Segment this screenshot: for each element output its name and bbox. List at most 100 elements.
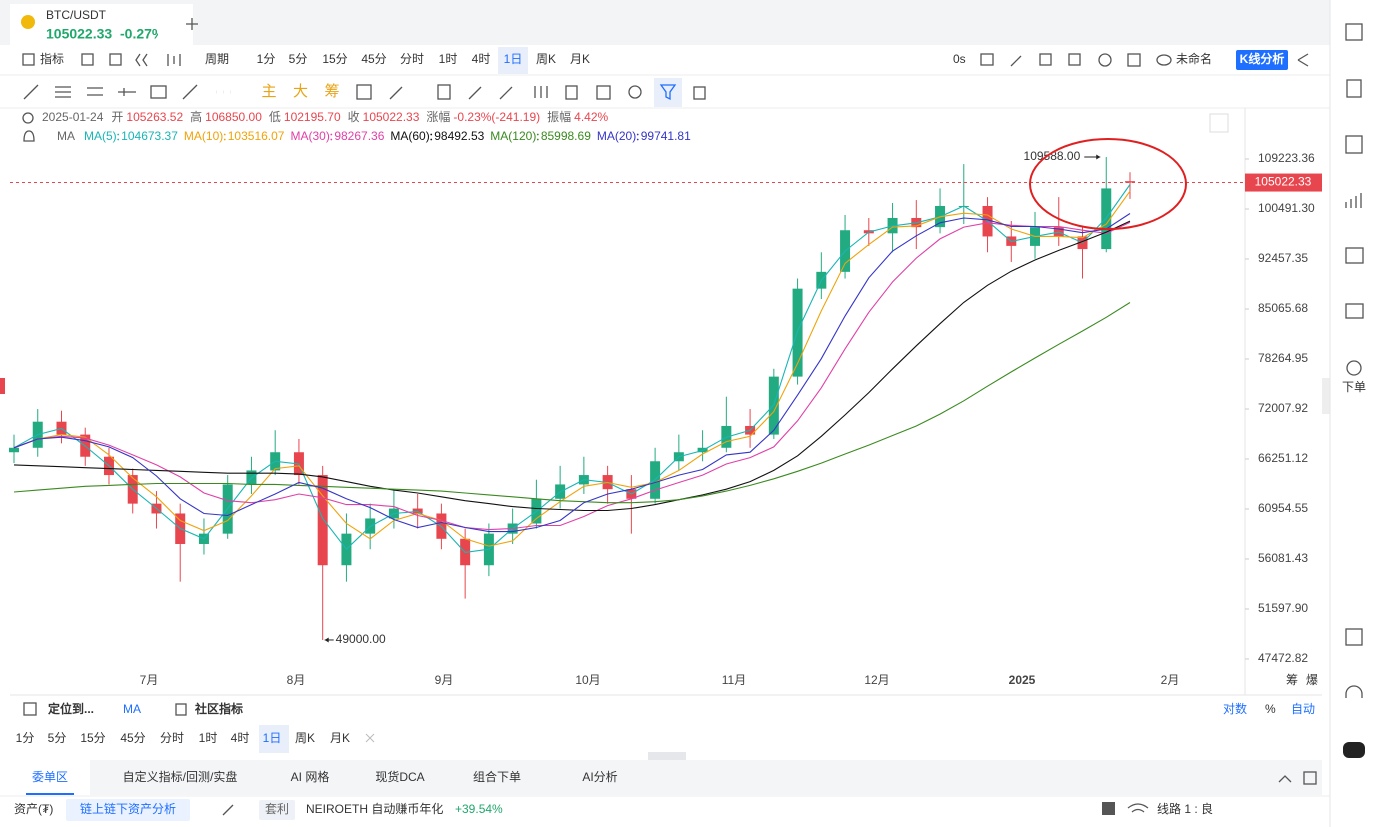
- side-icon[interactable]: [1345, 23, 1363, 41]
- tool[interactable]: [118, 88, 136, 96]
- side-icon[interactable]: [1346, 360, 1362, 376]
- interval[interactable]: 1日: [504, 52, 523, 66]
- period-button[interactable]: 周期: [205, 52, 229, 66]
- icon[interactable]: [135, 53, 148, 67]
- tool[interactable]: [87, 87, 103, 96]
- side-icon[interactable]: [1345, 247, 1364, 264]
- interval[interactable]: 4时: [472, 52, 491, 66]
- side-icon[interactable]: [1345, 135, 1363, 154]
- interval[interactable]: 1时: [199, 731, 218, 745]
- right-handle[interactable]: [1322, 378, 1330, 414]
- analysis-button-bg[interactable]: [1236, 50, 1288, 70]
- share-icon[interactable]: [1297, 53, 1309, 67]
- tool-label[interactable]: 主: [261, 83, 276, 100]
- tool[interactable]: [389, 86, 403, 100]
- locate[interactable]: 定位到...: [48, 701, 94, 716]
- tool-label[interactable]: 筹: [324, 83, 339, 100]
- icon[interactable]: [1098, 53, 1112, 67]
- tool-label[interactable]: 大: [293, 83, 308, 100]
- bot-icon[interactable]: [1343, 742, 1365, 758]
- tool[interactable]: [499, 86, 513, 100]
- icon[interactable]: [109, 53, 122, 66]
- tool[interactable]: [182, 84, 198, 100]
- interval[interactable]: 5分: [289, 52, 308, 66]
- interval[interactable]: 周K: [295, 731, 315, 745]
- asset-analysis[interactable]: 链上链下资产分析: [80, 801, 176, 816]
- interval[interactable]: 45分: [120, 731, 145, 745]
- layout-name[interactable]: 未命名: [1176, 51, 1212, 66]
- interval[interactable]: 分时: [160, 731, 184, 745]
- ma-toggle[interactable]: MA: [123, 702, 141, 716]
- legend-value: 103516.07: [228, 129, 285, 143]
- tool[interactable]: [437, 84, 451, 100]
- side-icon[interactable]: [1345, 303, 1364, 319]
- side-icon[interactable]: [1345, 685, 1363, 698]
- side-icon[interactable]: [1345, 628, 1363, 646]
- eye-icon[interactable]: [22, 112, 34, 124]
- icon[interactable]: [1010, 55, 1022, 67]
- symbol-tab[interactable]: [10, 4, 193, 45]
- interval[interactable]: 1分: [257, 52, 276, 66]
- bottom-tab[interactable]: 委单区: [32, 770, 68, 784]
- order-label[interactable]: 下单: [1342, 380, 1366, 394]
- community-indicators[interactable]: 社区指标: [194, 701, 243, 716]
- analysis-button[interactable]: K线分析: [1240, 51, 1285, 66]
- side-icon[interactable]: [1346, 79, 1362, 98]
- tool[interactable]: [693, 86, 706, 100]
- left-handle[interactable]: [0, 378, 5, 394]
- expand-icon[interactable]: [1303, 771, 1317, 785]
- interval[interactable]: 5分: [48, 731, 67, 745]
- interval[interactable]: 4时: [231, 731, 250, 745]
- tool[interactable]: [55, 86, 71, 98]
- drag-handle[interactable]: [648, 752, 686, 760]
- collapse-icon[interactable]: [1278, 775, 1292, 783]
- tool[interactable]: [534, 86, 548, 98]
- axis-corner[interactable]: 筹: [1286, 673, 1298, 687]
- tool[interactable]: [565, 85, 578, 100]
- bell-icon[interactable]: [23, 130, 35, 142]
- tool[interactable]: [356, 84, 372, 100]
- bottom-tab[interactable]: 自定义指标/回测/实盘: [123, 769, 238, 784]
- interval[interactable]: 分时: [400, 52, 424, 66]
- interval[interactable]: 15分: [322, 52, 347, 66]
- indicator-button[interactable]: 指标: [40, 51, 64, 66]
- help-icon[interactable]: [1102, 802, 1115, 815]
- bottom-tab[interactable]: AI分析: [582, 770, 617, 784]
- tool[interactable]: [596, 85, 611, 100]
- icon[interactable]: [980, 53, 994, 66]
- interval[interactable]: 周K: [536, 52, 556, 66]
- bottom-tab[interactable]: 组合下单: [473, 769, 521, 784]
- tool[interactable]: [150, 85, 167, 99]
- tool[interactable]: [23, 84, 39, 100]
- percent-toggle[interactable]: %: [1265, 702, 1276, 716]
- bottom-tab[interactable]: AI 网格: [291, 769, 330, 784]
- tool[interactable]: [628, 85, 642, 99]
- asset-analysis-bg[interactable]: [66, 799, 190, 821]
- interval[interactable]: 月K: [330, 731, 350, 745]
- icon[interactable]: [1127, 53, 1141, 67]
- bottom-tab[interactable]: 现货DCA: [375, 769, 424, 784]
- tool[interactable]: [468, 86, 482, 100]
- interval[interactable]: 1时: [439, 52, 458, 66]
- side-icon[interactable]: [1345, 193, 1362, 208]
- assets[interactable]: 资产(₮): [14, 802, 53, 816]
- add-tab[interactable]: [186, 18, 198, 30]
- icon[interactable]: [1068, 53, 1081, 66]
- product[interactable]: NEIROETH 自动赚币年化: [306, 801, 443, 816]
- interval[interactable]: 45分: [361, 52, 386, 66]
- auto-toggle[interactable]: 自动: [1291, 702, 1315, 716]
- collapse-button[interactable]: [1209, 113, 1229, 133]
- tool[interactable]: [659, 84, 677, 101]
- interval[interactable]: 1日: [263, 731, 282, 745]
- log-toggle[interactable]: 对数: [1223, 701, 1247, 716]
- icon[interactable]: [81, 53, 94, 66]
- icon[interactable]: [1039, 53, 1052, 66]
- calendar-icon[interactable]: [23, 702, 37, 716]
- interval[interactable]: 15分: [80, 731, 105, 745]
- interval[interactable]: 月K: [570, 52, 590, 66]
- axis-corner[interactable]: 爆: [1306, 673, 1318, 687]
- close-icon[interactable]: [365, 733, 375, 743]
- interval[interactable]: 1分: [16, 731, 35, 745]
- edit-icon[interactable]: [222, 804, 234, 816]
- icon[interactable]: [167, 54, 181, 66]
